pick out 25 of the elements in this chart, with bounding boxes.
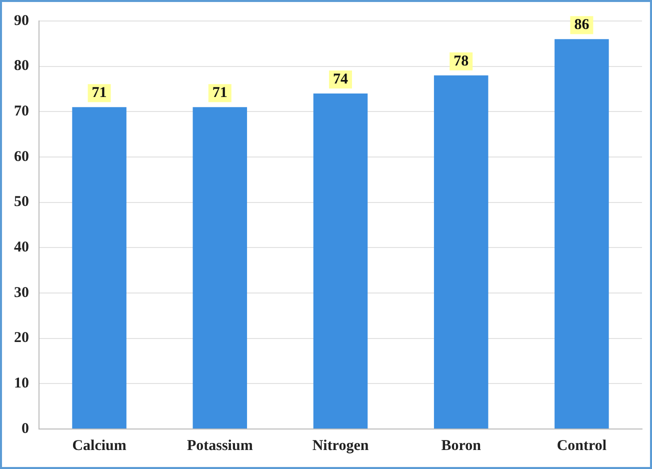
data-label: 71 <box>92 85 107 102</box>
y-tick-label: 0 <box>22 420 29 437</box>
bar <box>72 107 126 428</box>
data-label: 78 <box>454 53 469 70</box>
x-tick-label: Control <box>556 438 607 454</box>
x-tick-label: Potassium <box>186 438 254 454</box>
x-tick-label: Boron <box>441 438 482 454</box>
y-tick-label: 20 <box>14 330 29 346</box>
bar <box>192 107 248 428</box>
y-tick-label: 90 <box>14 12 29 29</box>
y-tick-label: 60 <box>14 148 29 165</box>
y-tick-label: 40 <box>14 240 29 256</box>
data-label: 86 <box>574 17 590 34</box>
bar <box>434 75 488 428</box>
bar <box>554 39 609 428</box>
x-tick-label: Nitrogen <box>312 438 370 454</box>
y-tick-label: 50 <box>14 194 29 210</box>
x-tick-label: Calcium <box>72 438 127 454</box>
y-tick-label: 70 <box>14 104 29 120</box>
y-tick-label: 10 <box>14 376 29 392</box>
y-tick-label: 30 <box>14 284 29 301</box>
bar <box>313 94 368 428</box>
data-label: 71 <box>212 85 228 102</box>
y-tick-label: 80 <box>14 58 29 74</box>
data-label: 74 <box>333 71 348 88</box>
